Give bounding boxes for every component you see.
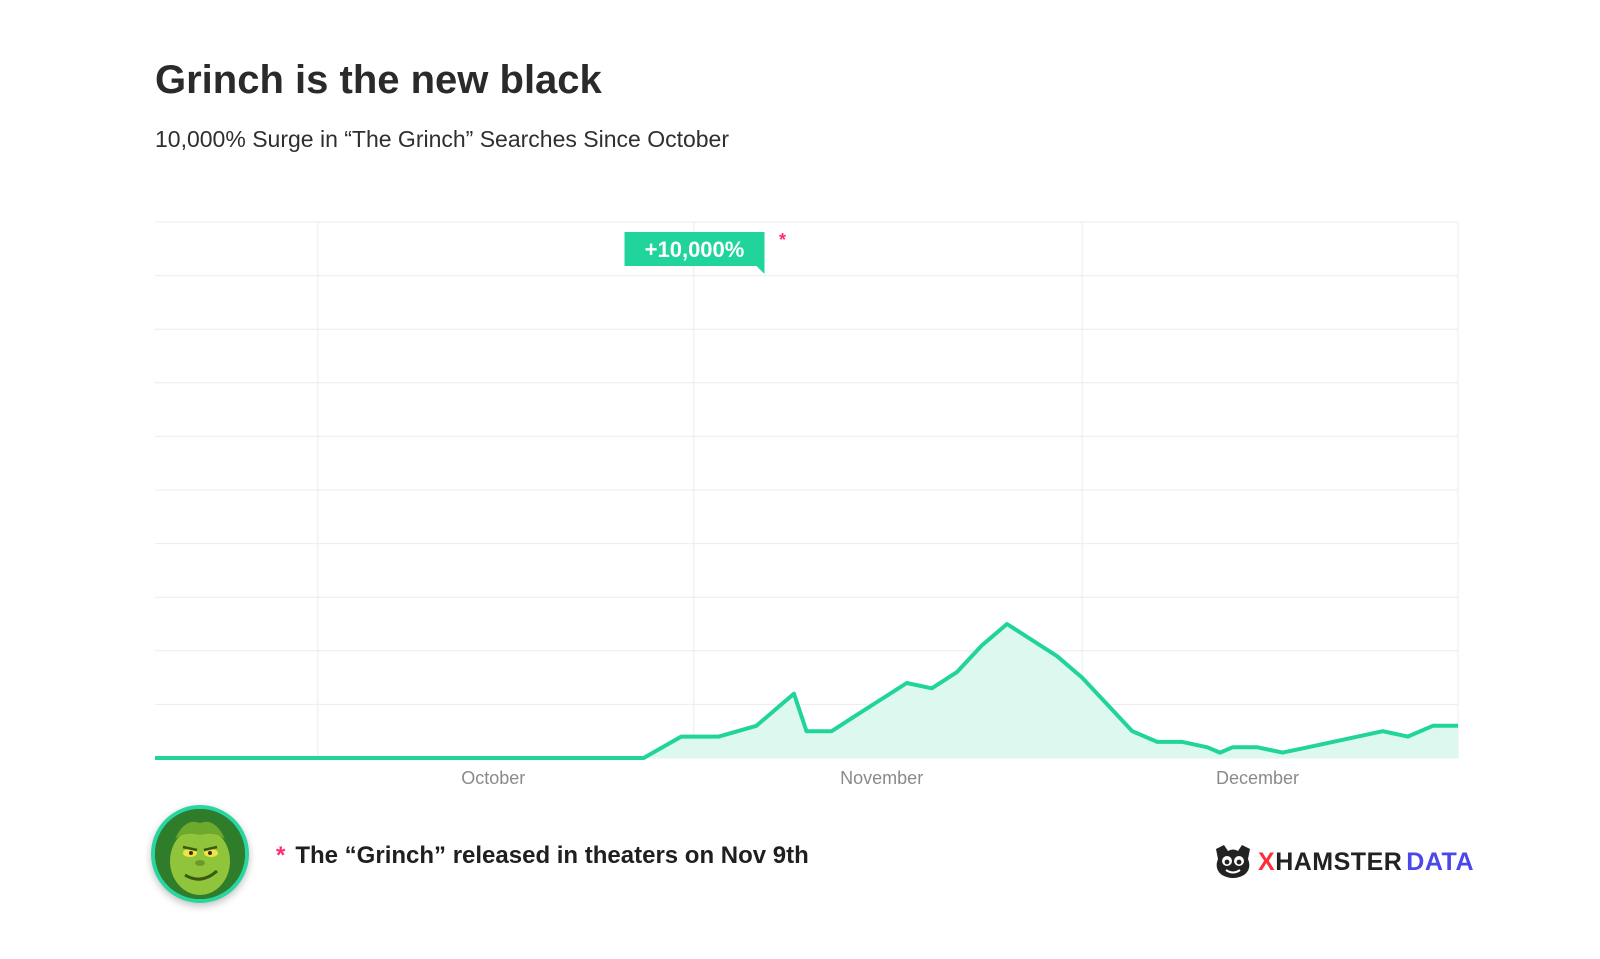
x-tick-label: October bbox=[461, 768, 525, 788]
annotation-callout bbox=[624, 232, 765, 274]
footnote-text: The “Grinch” released in theaters on Nov… bbox=[295, 842, 809, 869]
chart-title: Grinch is the new black bbox=[155, 58, 602, 102]
series-line bbox=[155, 622, 1458, 760]
chart-grid bbox=[155, 221, 1459, 759]
grinch-avatar bbox=[151, 805, 249, 903]
x-tick-label: December bbox=[1216, 768, 1299, 788]
x-axis-ticks: October November December bbox=[461, 768, 1299, 788]
brand-hamster: HAMSTER bbox=[1275, 847, 1403, 876]
peak-annotation: +10,000% * bbox=[624, 230, 786, 274]
series-area bbox=[155, 624, 1458, 758]
brand-x: X bbox=[1258, 847, 1276, 876]
x-tick-label: November bbox=[840, 768, 923, 788]
annotation-label: +10,000% bbox=[645, 237, 745, 262]
footnote: * The “Grinch” released in theaters on No… bbox=[276, 842, 809, 870]
hamster-logo-icon bbox=[1216, 845, 1250, 878]
grinch-face-icon bbox=[155, 809, 245, 899]
footnote-marker: * bbox=[276, 842, 286, 869]
brand-data: DATA bbox=[1406, 847, 1475, 876]
annotation-marker: * bbox=[779, 230, 786, 250]
chart-subtitle: 10,000% Surge in “The Grinch” Searches S… bbox=[155, 126, 730, 152]
line-chart: October November December +10,000% * bbox=[155, 221, 1459, 788]
brand-logo: X HAMSTER DATA bbox=[1212, 843, 1474, 881]
